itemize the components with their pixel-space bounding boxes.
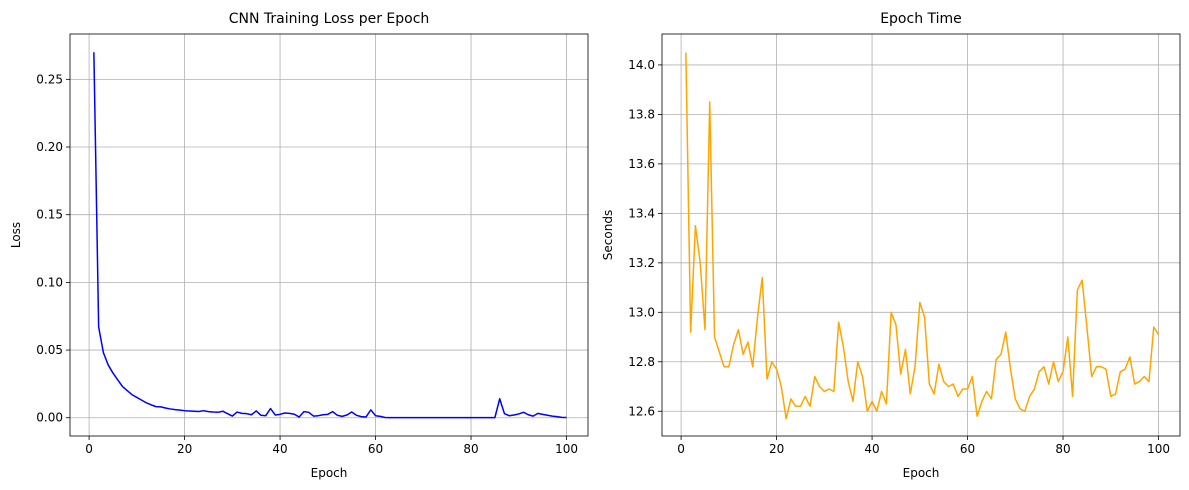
epoch-time-chart-x-label: Epoch	[903, 466, 940, 480]
loss-chart-x-tick-label: 80	[463, 442, 478, 456]
epoch-time-chart-y-tick-label: 14.0	[628, 58, 655, 72]
loss-chart-x-tick-label: 60	[368, 442, 383, 456]
epoch-time-chart-x-tick-label: 80	[1055, 442, 1070, 456]
loss-chart-x-label: Epoch	[311, 466, 348, 480]
epoch-time-chart-title: Epoch Time	[880, 11, 962, 27]
loss-chart-y-tick-label: 0.10	[36, 275, 63, 289]
epoch-time-chart-x-tick-label: 100	[1147, 442, 1170, 456]
epoch-time-chart-x-tick-label: 20	[769, 442, 784, 456]
epoch-time-chart-y-tick-label: 13.8	[628, 107, 655, 121]
epoch-time-chart-x-tick-label: 40	[864, 442, 879, 456]
epoch-time-chart-y-tick-label: 13.6	[628, 157, 655, 171]
epoch-time-chart: Epoch Time Epoch Seconds 0 20 40 60 80 100 12.…	[601, 11, 1181, 480]
epoch-time-chart-y-tick-label: 13.2	[628, 256, 655, 270]
loss-chart-y-tick-label: 0.20	[36, 140, 63, 154]
loss-chart-x-tick-label: 20	[177, 442, 192, 456]
loss-chart-axes-frame	[69, 33, 589, 437]
loss-chart-y-tick-label: 0.00	[36, 411, 63, 425]
loss-chart-series-line	[93, 52, 567, 419]
epoch-time-chart-y-label: Seconds	[601, 210, 615, 260]
epoch-time-chart-y-tick-label: 13.0	[628, 305, 655, 319]
loss-chart-x-tick-label: 40	[272, 442, 287, 456]
loss-chart-y-tick-label: 0.25	[36, 72, 63, 86]
loss-chart-y-label: Loss	[9, 222, 23, 248]
epoch-time-chart-y-tick-label: 12.8	[628, 355, 655, 369]
epoch-time-chart-x-tick-label: 60	[960, 442, 975, 456]
epoch-time-chart-x-tick-label: 0	[677, 442, 685, 456]
loss-chart-x-tick-label: 100	[555, 442, 578, 456]
loss-chart: CNN Training Loss per Epoch Epoch Loss 0…	[9, 11, 589, 480]
epoch-time-chart-series-line	[685, 52, 1160, 420]
loss-chart-y-tick-label: 0.15	[36, 208, 63, 222]
epoch-time-chart-axes-frame	[661, 33, 1181, 437]
loss-chart-x-tick-label: 0	[85, 442, 93, 456]
epoch-time-chart-y-tick-label: 13.4	[628, 206, 655, 220]
loss-chart-title: CNN Training Loss per Epoch	[229, 11, 430, 27]
loss-chart-y-tick-label: 0.05	[36, 343, 63, 357]
epoch-time-chart-y-tick-label: 12.6	[628, 404, 655, 418]
